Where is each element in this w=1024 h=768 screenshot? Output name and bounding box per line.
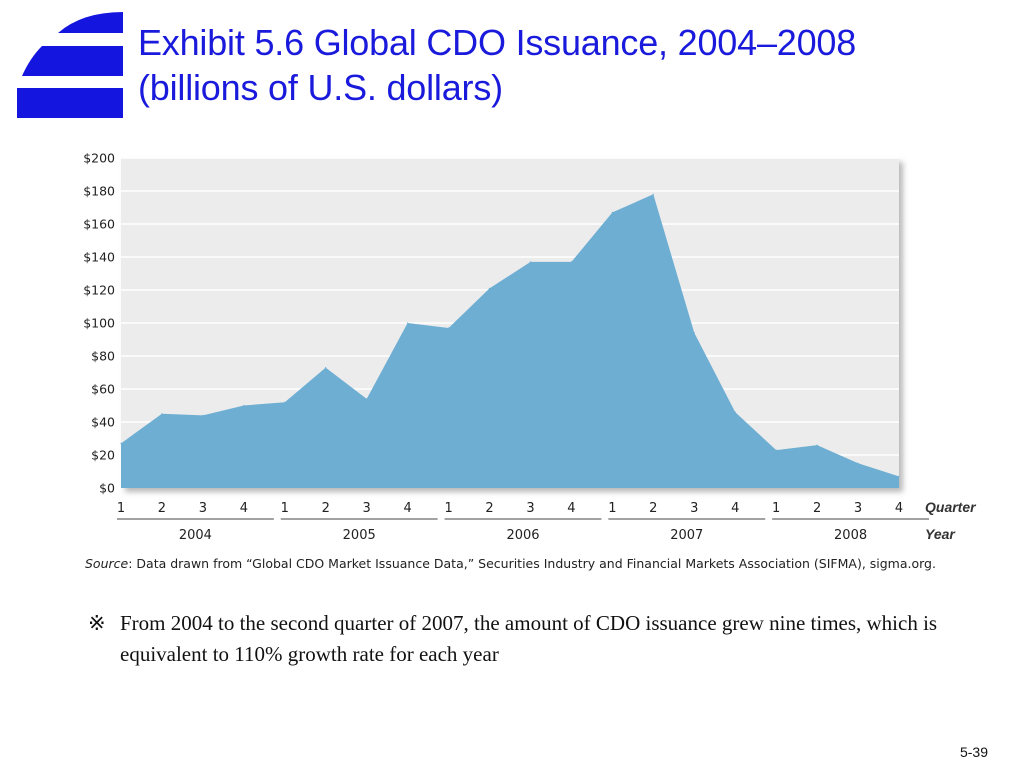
y-tick-label: $140 [83, 250, 115, 265]
y-tick-label: $100 [83, 316, 115, 331]
data-point [529, 261, 532, 263]
year-group-label: 2006 [506, 528, 539, 543]
year-axis-label: Year [925, 526, 956, 542]
data-point [120, 442, 122, 444]
note-paragraph: ※ From 2004 to the second quarter of 200… [88, 608, 988, 670]
year-group-label: 2007 [670, 528, 703, 543]
data-point [857, 462, 859, 464]
logo-stripe-middle [22, 46, 123, 76]
x-tick-label: 2 [813, 501, 821, 516]
x-tick-label: 1 [608, 501, 616, 516]
reference-mark-icon: ※ [88, 611, 106, 635]
series-area-path [121, 194, 899, 489]
data-point [284, 401, 286, 403]
slide-title: Exhibit 5.6 Global CDO Issuance, 2004–20… [138, 20, 856, 110]
note-text: From 2004 to the second quarter of 2007,… [120, 611, 938, 666]
x-tick-label: 4 [567, 501, 575, 516]
data-point [202, 414, 204, 416]
title-line-2: (billions of U.S. dollars) [138, 67, 503, 108]
y-tick-label: $60 [91, 382, 115, 397]
data-point [652, 193, 654, 195]
x-axis-label: Quarter [925, 499, 977, 515]
x-tick-label: 1 [281, 501, 289, 516]
logo-stripe-top [58, 12, 123, 33]
data-point [898, 475, 900, 477]
x-tick-label: 3 [363, 501, 371, 516]
year-group-label: 2005 [343, 528, 376, 543]
title-line-1: Exhibit 5.6 Global CDO Issuance, 2004–20… [138, 22, 857, 63]
data-point [243, 404, 245, 407]
x-tick-label: 1 [772, 501, 780, 516]
year-group-labels: 2004 2005 2006 2007 2008 [117, 518, 929, 543]
x-tick-label: 1 [444, 501, 452, 516]
data-point [775, 449, 777, 451]
x-tick-label: 2 [649, 501, 657, 516]
logo-stripe-bottom [17, 88, 123, 118]
y-tick-label: $80 [91, 349, 115, 364]
data-point [366, 398, 368, 400]
data-point [693, 332, 695, 334]
data-point [570, 261, 573, 263]
y-tick-label: $20 [91, 448, 115, 463]
x-tick-label: 4 [731, 501, 739, 516]
data-point [161, 413, 163, 415]
y-tick-label: $160 [83, 217, 115, 232]
series-area [120, 193, 900, 489]
data-point [448, 327, 450, 329]
y-tick-label: $40 [91, 415, 115, 430]
source-text: : Data drawn from “Global CDO Market Iss… [128, 556, 936, 571]
year-group-label: 2004 [179, 528, 212, 543]
data-point [611, 211, 614, 213]
data-point [488, 287, 491, 289]
x-tick-label: 4 [895, 501, 903, 516]
x-tick-label: 2 [158, 501, 166, 516]
x-tick-label: 3 [526, 501, 534, 516]
x-tick-label: 3 [199, 501, 207, 516]
x-tick-label: 2 [485, 501, 493, 516]
year-group-label: 2008 [834, 528, 867, 543]
x-tick-label: 3 [690, 501, 698, 516]
y-tick-label: $120 [83, 283, 115, 298]
x-tick-label: 4 [403, 501, 411, 516]
x-tick-label: 2 [322, 501, 330, 516]
y-tick-label: $0 [99, 481, 115, 496]
page-number: 5-39 [959, 744, 988, 760]
source-line: Source: Data drawn from “Global CDO Mark… [85, 556, 936, 571]
x-tick-label: 1 [117, 501, 125, 516]
data-point [734, 411, 736, 413]
x-tick-label: 3 [854, 501, 862, 516]
y-tick-label: $200 [83, 151, 115, 166]
x-axis-quarter-labels: 1 2 3 4 1 2 3 4 1 2 3 4 1 2 3 4 1 2 3 4 [117, 501, 903, 516]
cdo-issuance-area-chart: $0 $20 $40 $60 $80 $100 $120 $140 $160 $180 $200 1… [83, 151, 977, 544]
data-point [407, 322, 409, 324]
logo-stripes-icon [17, 12, 123, 118]
y-axis-tick-labels: $0 $20 $40 $60 $80 $100 $120 $140 $160 $180 $200 [83, 151, 115, 496]
y-tick-label: $180 [83, 184, 115, 199]
x-tick-label: 4 [240, 501, 248, 516]
source-label: Source [85, 556, 129, 571]
data-point [325, 367, 327, 369]
data-point [816, 444, 818, 446]
